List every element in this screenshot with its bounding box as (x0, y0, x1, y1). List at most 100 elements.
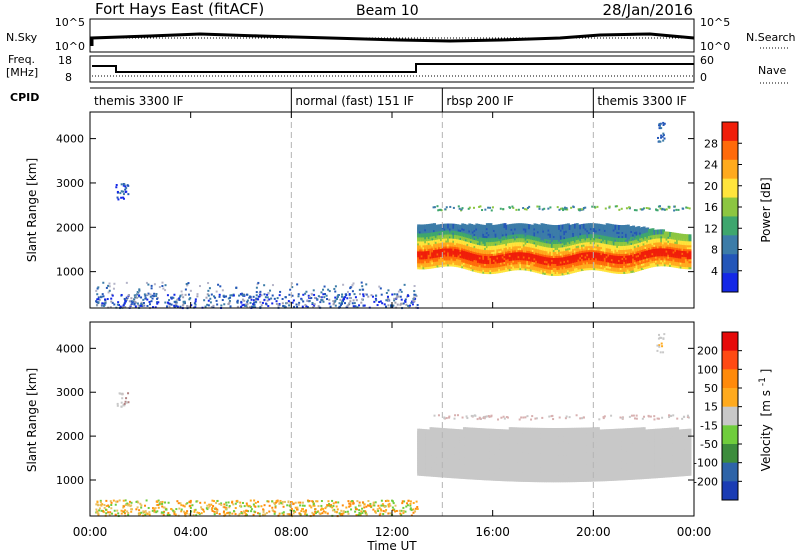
power-cell (346, 297, 349, 300)
velocity-cell (301, 504, 304, 507)
power-cell (352, 282, 355, 285)
velocity-cell (96, 503, 99, 506)
power-cell (155, 294, 158, 297)
power-cell (558, 224, 562, 230)
power-cell (648, 207, 651, 210)
velocity-cell (301, 508, 304, 511)
power-cell (323, 285, 326, 288)
velocity-cell (257, 512, 260, 515)
power-cell (251, 305, 254, 308)
velocity-cell (250, 510, 253, 513)
velocity-cell (400, 513, 403, 516)
power-cell (104, 301, 107, 304)
power-cell (95, 301, 98, 304)
power-cell (356, 306, 359, 309)
velocity-cell (348, 505, 351, 508)
velocity-cell (156, 510, 159, 513)
power-cell (477, 223, 481, 229)
power-cell (473, 225, 477, 231)
velocity-cell (108, 513, 111, 516)
power-cell (336, 295, 339, 298)
velocity-cell (151, 509, 154, 512)
power-cell (284, 296, 287, 299)
power-cell (113, 303, 116, 306)
velocity-cell (389, 504, 392, 507)
power-cell (188, 298, 191, 301)
power-cell (580, 208, 583, 211)
velocity-cell (367, 500, 370, 503)
power-cell (263, 284, 266, 287)
power-cell (207, 289, 210, 292)
velocity-cell (326, 504, 329, 507)
power-cell (362, 304, 365, 307)
velocity-cell (114, 513, 117, 516)
power-cell (343, 296, 346, 299)
velocity-cell (120, 512, 123, 515)
power-cell (308, 300, 311, 303)
power-cell (619, 225, 623, 231)
power-cell (427, 223, 431, 229)
noise-right-tick-bottom: 10^0 (700, 40, 730, 53)
velocity-cell (212, 500, 215, 503)
power-cell (618, 208, 621, 211)
power-cell (424, 224, 428, 230)
power-cell (221, 289, 224, 292)
velocity-cell (392, 502, 395, 505)
velocity-cell (383, 505, 386, 508)
power-cell (257, 281, 260, 284)
power-cell (519, 223, 523, 229)
power-cell (105, 286, 108, 289)
velocity-cell (213, 510, 216, 513)
power-colorbar-swatch (722, 122, 738, 142)
velocity-cell (113, 509, 116, 512)
velocity-cell (189, 506, 192, 509)
power-cell (246, 299, 249, 302)
power-cell (181, 293, 184, 296)
power-cell (266, 293, 269, 296)
power-cell (184, 293, 187, 296)
velocity-cell (139, 502, 142, 505)
velocity-cell (327, 500, 330, 503)
velocity-cell (335, 511, 338, 514)
power-cell (317, 295, 320, 298)
power-cell (414, 293, 417, 296)
power-cell (603, 224, 607, 230)
power-cell (479, 205, 482, 208)
velocity-cell (125, 401, 128, 404)
velocity-cell (228, 505, 231, 508)
power-cell (511, 205, 514, 208)
power-cell (547, 224, 551, 230)
power-cell (346, 304, 349, 307)
power-cell (485, 223, 489, 229)
velocity-cell (122, 499, 125, 502)
velocity-cell (279, 499, 282, 502)
freq-label-line2: [MHz] (6, 66, 38, 79)
velocity-cell (394, 504, 397, 507)
velocity-cell (331, 506, 334, 509)
power-cell (322, 300, 325, 303)
velocity-cell (290, 501, 293, 504)
power-cell (491, 206, 494, 209)
velocity-cell (403, 500, 406, 503)
power-cell (107, 291, 110, 294)
velocity-cell (318, 512, 321, 515)
power-cell (386, 295, 389, 298)
velocity-cell (182, 504, 185, 507)
velocity-cell (116, 404, 119, 407)
power-cell (278, 302, 281, 305)
power-cell (659, 122, 662, 125)
velocity-cell (170, 507, 173, 510)
power-cell (155, 292, 158, 295)
power-cell (175, 302, 178, 305)
power-cell (307, 294, 310, 297)
power-cell (218, 295, 221, 298)
power-cell (122, 197, 125, 200)
power-cell (270, 297, 273, 300)
power-cell (185, 282, 188, 285)
power-cell (113, 282, 116, 285)
power-cell (659, 140, 662, 143)
velocity-cell (260, 505, 263, 508)
velocity-cell (340, 512, 343, 515)
velocity-cell (415, 500, 418, 503)
power-cell (667, 205, 670, 208)
